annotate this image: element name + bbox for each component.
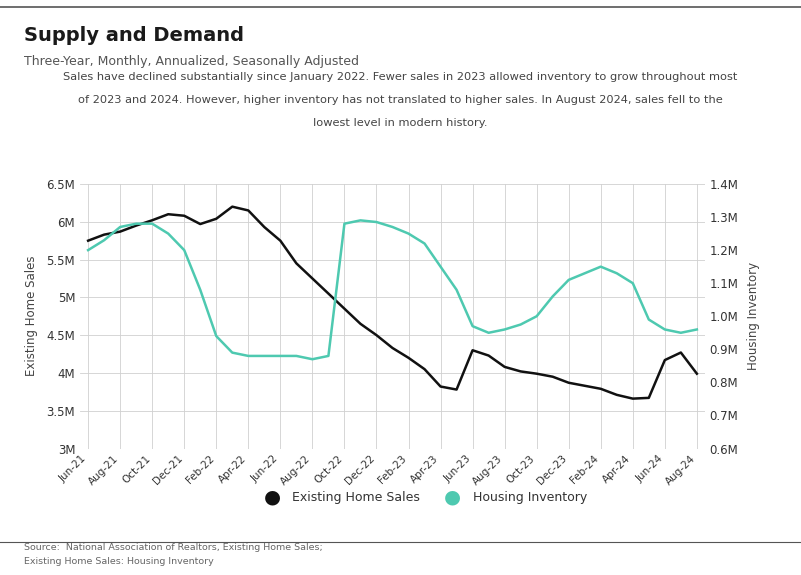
Text: of 2023 and 2024. However, higher inventory has not translated to higher sales. : of 2023 and 2024. However, higher invent… [78,95,723,105]
Text: Existing Home Sales: Housing Inventory: Existing Home Sales: Housing Inventory [24,557,214,566]
Y-axis label: Existing Home Sales: Existing Home Sales [25,256,38,377]
Text: Housing Inventory: Housing Inventory [473,491,587,504]
Text: ●: ● [264,488,281,507]
Text: Existing Home Sales: Existing Home Sales [292,491,421,504]
Text: lowest level in modern history.: lowest level in modern history. [313,118,488,128]
Text: Supply and Demand: Supply and Demand [24,26,244,45]
Text: Three-Year, Monthly, Annualized, Seasonally Adjusted: Three-Year, Monthly, Annualized, Seasona… [24,55,359,68]
Y-axis label: Housing Inventory: Housing Inventory [747,262,760,370]
Text: ●: ● [444,488,461,507]
Text: Source:  National Association of Realtors, Existing Home Sales;: Source: National Association of Realtors… [24,543,323,553]
Text: Sales have declined substantially since January 2022. Fewer sales in 2023 allowe: Sales have declined substantially since … [63,72,738,82]
